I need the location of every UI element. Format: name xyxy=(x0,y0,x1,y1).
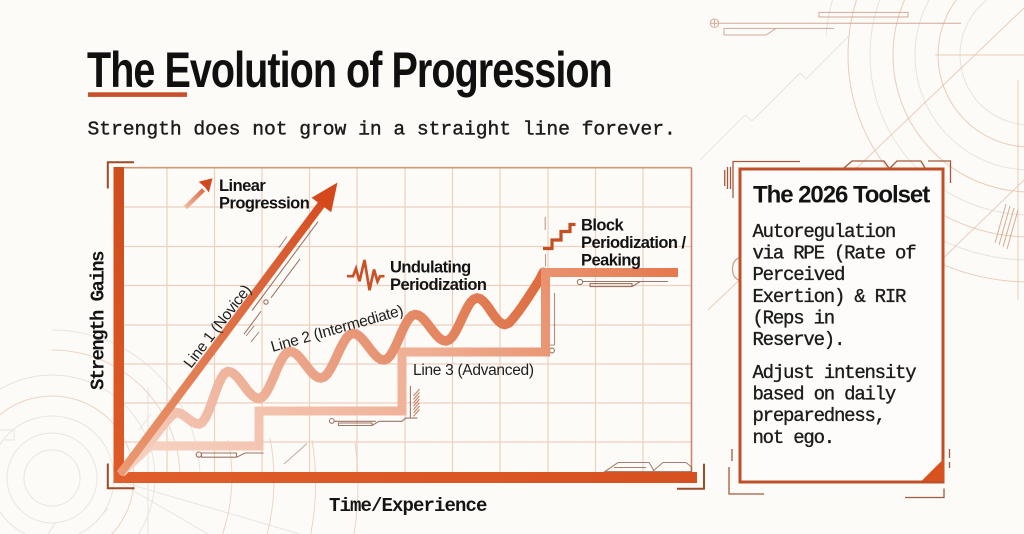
svg-text:Line 3 (Advanced): Line 3 (Advanced) xyxy=(413,362,534,379)
svg-text:Linear: Linear xyxy=(219,177,266,195)
svg-text:Adjust intensity: Adjust intensity xyxy=(753,362,917,384)
svg-text:preparedness,: preparedness, xyxy=(753,405,885,427)
svg-text:Perceived: Perceived xyxy=(753,264,845,286)
svg-text:(Reps in: (Reps in xyxy=(753,307,834,329)
svg-text:Strength does not grow in a st: Strength does not grow in a straight lin… xyxy=(88,119,676,141)
svg-text:The 2026 Toolset: The 2026 Toolset xyxy=(753,182,930,209)
svg-text:based on daily: based on daily xyxy=(753,384,896,406)
svg-text:Time/Experience: Time/Experience xyxy=(329,495,487,517)
svg-text:not ego.: not ego. xyxy=(753,427,834,449)
svg-text:Strength Gains: Strength Gains xyxy=(88,251,110,390)
svg-text:Undulating: Undulating xyxy=(390,259,471,277)
svg-text:The Evolution of Progression: The Evolution of Progression xyxy=(87,42,612,99)
svg-text:Periodization /: Periodization / xyxy=(581,234,686,252)
svg-text:Block: Block xyxy=(581,217,625,235)
svg-text:Progression: Progression xyxy=(219,195,310,213)
svg-text:Reserve).: Reserve). xyxy=(753,329,845,351)
svg-text:Exertion) & RIR: Exertion) & RIR xyxy=(753,286,907,308)
svg-text:Autoregulation: Autoregulation xyxy=(753,221,896,243)
svg-text:via RPE (Rate of: via RPE (Rate of xyxy=(753,243,917,265)
svg-text:Periodization: Periodization xyxy=(390,276,487,294)
svg-text:Peaking: Peaking xyxy=(581,252,640,270)
svg-text:Line 1 (Novice): Line 1 (Novice) xyxy=(181,282,255,372)
